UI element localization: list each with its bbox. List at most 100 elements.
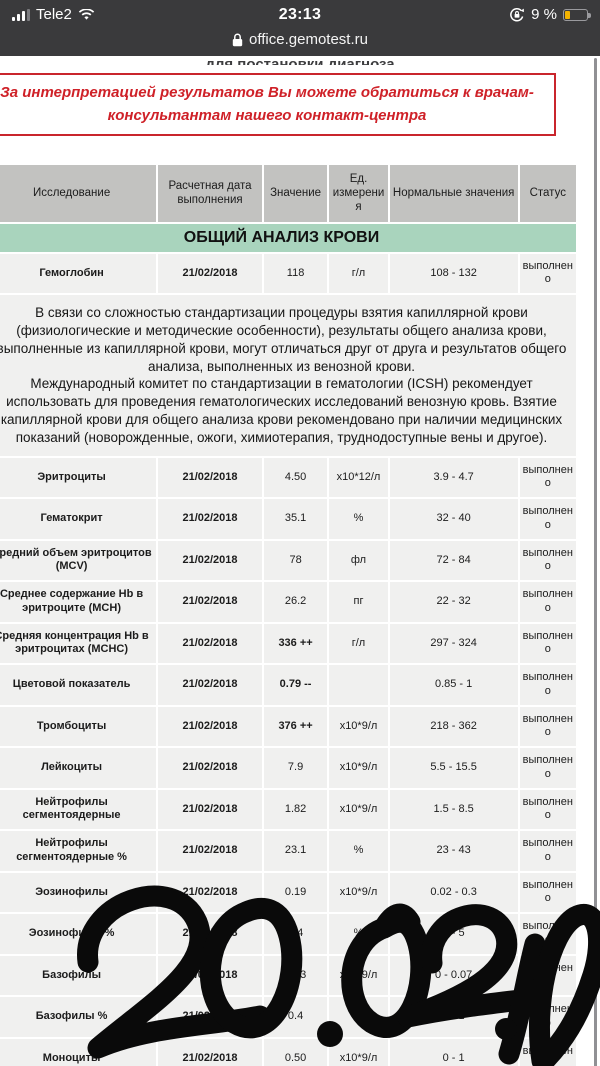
clipped-text-line: для постановки диагноза	[205, 56, 395, 65]
padlock-icon	[232, 33, 243, 46]
url-bar[interactable]: office.gemotest.ru	[0, 27, 600, 56]
note-paragraph: Международный комитет по стандартизации …	[0, 376, 563, 445]
test-name-cell: Гемоглобин	[0, 253, 157, 294]
unit-cell: x10*9/л	[329, 789, 388, 830]
note-paragraph: В связи со сложностью стандартизации про…	[0, 305, 567, 374]
status-cell: выполнено	[519, 872, 576, 913]
date-cell: 21/02/2018	[158, 499, 262, 539]
value-cell: 118	[263, 253, 328, 294]
status-bar: Tele2 23:13 9 %	[0, 0, 600, 27]
status-cell: выполнено	[519, 499, 576, 539]
value-cell: 0.4	[263, 997, 328, 1037]
results-table: Исследование Расчетная дата выполнения З…	[0, 163, 578, 1066]
value-cell: 0.03	[263, 955, 328, 996]
value-cell: 0.50	[263, 1038, 328, 1066]
date-cell: 21/02/2018	[158, 914, 262, 954]
unit-cell: %	[329, 914, 388, 954]
normal-range-cell: 297 - 324	[389, 623, 518, 664]
scrollbar[interactable]	[594, 58, 597, 1066]
status-cell: выполнено	[519, 457, 576, 498]
table-row: Нейтрофилы сегментоядерные % 21/02/2018 23…	[0, 831, 576, 871]
table-row: Средняя концентрация Hb в эритроцитах (M…	[0, 623, 576, 664]
value-cell: 23.1	[263, 831, 328, 871]
battery-percent-label: 9 %	[531, 6, 557, 23]
date-cell: 21/02/2018	[158, 706, 262, 747]
date-cell: 21/02/2018	[158, 1038, 262, 1066]
normal-range-cell: 1.5 - 8.5	[389, 789, 518, 830]
test-name-cell: Нейтрофилы сегментоядерные %	[0, 831, 157, 871]
date-cell: 21/02/2018	[158, 665, 262, 705]
table-row: Базофилы % 21/02/2018 0.4% 0 - 1 выполнено	[0, 997, 576, 1037]
status-cell: выполнено	[519, 582, 576, 622]
table-row: Тромбоциты 21/02/2018 376 ++ x10*9/л 218 - 3…	[0, 706, 576, 747]
date-cell: 21/02/2018	[158, 253, 262, 294]
note-row: В связи со сложностью стандартизации про…	[0, 295, 576, 456]
test-name-cell: Средняя концентрация Hb в эритроцитах (M…	[0, 623, 157, 664]
date-cell: 21/02/2018	[158, 540, 262, 581]
date-cell: 21/02/2018	[158, 997, 262, 1037]
table-row: Цветовой показатель 21/02/2018 0.79 -- 0.85…	[0, 665, 576, 705]
date-cell: 21/02/2018	[158, 457, 262, 498]
status-cell: выполнено	[519, 831, 576, 871]
value-cell: 78	[263, 540, 328, 581]
date-cell: 21/02/2018	[158, 872, 262, 913]
normal-range-cell: 218 - 362	[389, 706, 518, 747]
table-row: Эритроциты 21/02/2018 4.50 x10*12/л 3.9 - 4.…	[0, 457, 576, 498]
unit-cell: x10*9/л	[329, 706, 388, 747]
normal-range-cell: 5.5 - 15.5	[389, 748, 518, 788]
status-cell: выполнено	[519, 1038, 576, 1066]
date-cell: 21/02/2018	[158, 831, 262, 871]
value-cell: 4.50	[263, 457, 328, 498]
table-row: Эозинофилы % 21/02/2018 2.4% 1 - 5 выполнено	[0, 914, 576, 954]
normal-range-cell: 1 - 5	[389, 914, 518, 954]
value-cell: 26.2	[263, 582, 328, 622]
normal-range-cell: 0 - 0.07	[389, 955, 518, 996]
table-row: Нейтрофилы сегментоядерные 21/02/2018 1.82…	[0, 789, 576, 830]
value-cell: 35.1	[263, 499, 328, 539]
table-row: Гемоглобин 21/02/2018 118 г/л 108 - 132 выпол…	[0, 253, 576, 294]
test-name-cell: Нейтрофилы сегментоядерные	[0, 789, 157, 830]
value-cell: 7.9	[263, 748, 328, 788]
test-name-cell: Лейкоциты	[0, 748, 157, 788]
rotation-lock-icon	[510, 7, 525, 21]
date-cell: 21/02/2018	[158, 623, 262, 664]
test-name-cell: Базофилы %	[0, 997, 157, 1037]
status-cell: выполнено	[519, 748, 576, 788]
section-title: ОБЩИЙ АНАЛИЗ КРОВИ	[0, 223, 576, 252]
normal-range-cell: 0 - 1	[389, 997, 518, 1037]
unit-cell: г/л	[329, 253, 388, 294]
unit-cell: x10*12/л	[329, 457, 388, 498]
unit-cell: пг	[329, 582, 388, 622]
status-cell: выполнено	[519, 997, 576, 1037]
normal-range-cell: 108 - 132	[389, 253, 518, 294]
status-cell: выполнено	[519, 914, 576, 954]
col-header-status: Статус	[519, 164, 576, 222]
web-page: для постановки диагноза За интерпретацие…	[0, 56, 600, 1066]
value-cell: 0.19	[263, 872, 328, 913]
status-cell: выполнено	[519, 253, 576, 294]
status-cell: выполнено	[519, 955, 576, 996]
unit-cell	[329, 665, 388, 705]
test-name-cell: Эозинофилы	[0, 872, 157, 913]
test-name-cell: Цветовой показатель	[0, 665, 157, 705]
status-time: 23:13	[278, 5, 322, 23]
table-header-row: Исследование Расчетная дата выполнения З…	[0, 164, 576, 222]
normal-range-cell: 22 - 32	[389, 582, 518, 622]
capillary-blood-note: В связи со сложностью стандартизации про…	[0, 295, 576, 456]
unit-cell: фл	[329, 540, 388, 581]
test-name-cell: Среднее содержание Hb в эритроците (MCH)	[0, 582, 157, 622]
test-name-cell: Гематокрит	[0, 499, 157, 539]
value-cell: 376 ++	[263, 706, 328, 747]
col-header-normal: Нормальные значения	[389, 164, 518, 222]
date-cell: 21/02/2018	[158, 789, 262, 830]
signal-bars-icon	[12, 8, 30, 21]
date-cell: 21/02/2018	[158, 748, 262, 788]
value-cell: 336 ++	[263, 623, 328, 664]
status-cell: выполнено	[519, 789, 576, 830]
col-header-test: Исследование	[0, 164, 157, 222]
col-header-value: Значение	[263, 164, 328, 222]
normal-range-cell: 23 - 43	[389, 831, 518, 871]
table-row: Моноциты 21/02/2018 0.50 x10*9/л 0 - 1 выполн…	[0, 1038, 576, 1066]
normal-range-cell: 0.02 - 0.3	[389, 872, 518, 913]
normal-range-cell: 0.85 - 1	[389, 665, 518, 705]
